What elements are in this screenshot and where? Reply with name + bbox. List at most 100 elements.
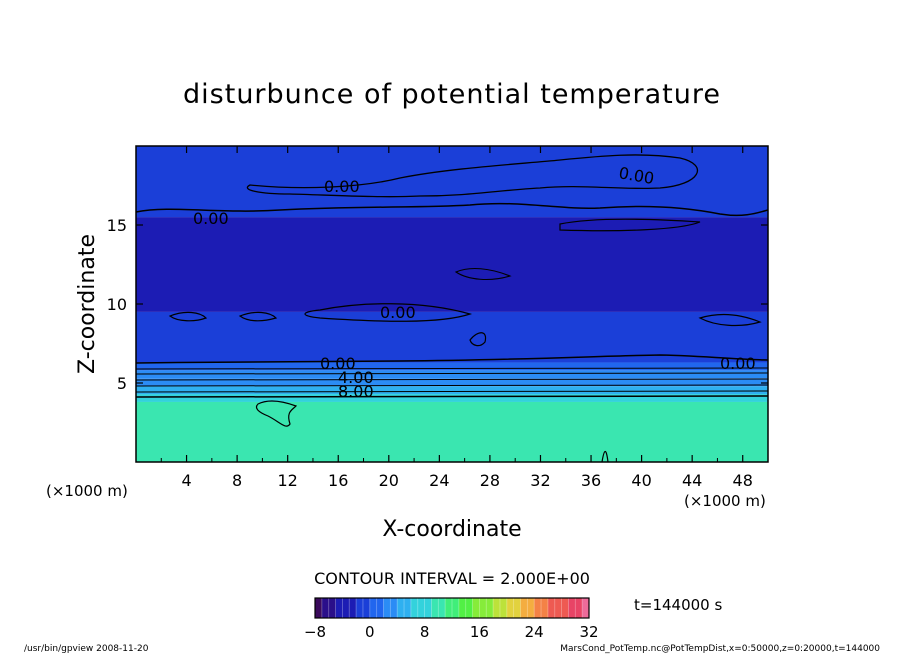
contour-label: 0.00: [193, 209, 229, 228]
colorbar-cell: [376, 598, 384, 618]
contour-line: [454, 267, 512, 281]
contour-line: [136, 202, 768, 217]
x-unit-left: (×1000 m): [46, 482, 128, 500]
x-tick-label: 48: [733, 471, 753, 490]
colorbar-cell: [465, 598, 474, 618]
colorbar-cell: [335, 598, 343, 618]
contour-label: 4.00: [338, 368, 374, 387]
contour-label: 0.00: [324, 177, 360, 196]
colorbar-cell: [417, 598, 426, 618]
colorbar-cell: [397, 598, 405, 618]
colorbar-cell: [349, 598, 357, 618]
contour-line: [246, 154, 699, 198]
colorbar-tick-label: 32: [579, 623, 598, 641]
colorbar-cell: [513, 598, 521, 618]
chart-title: disturbunce of potential temperature: [183, 79, 721, 110]
field-band: [136, 386, 768, 395]
x-tick-label: 4: [181, 471, 191, 490]
colorbar-cell: [493, 598, 501, 618]
colorbar-cell: [527, 598, 535, 618]
colorbar-cell: [506, 598, 515, 618]
contour-line: [136, 367, 768, 370]
colorbar-ticks: −8 0 8 16 24 32: [304, 623, 599, 641]
colorbar-cell: [445, 598, 453, 618]
colorbar-cell: [547, 598, 556, 618]
x-tick-label: 28: [480, 471, 500, 490]
colorbar-cell: [438, 598, 446, 618]
colorbar-cell: [561, 598, 569, 618]
contour-line: [559, 218, 701, 232]
footer-left: /usr/bin/gpview 2008-11-20: [24, 644, 149, 654]
colorbar-cell: [328, 598, 337, 618]
x-axis: 4 8 12 16 20 24 28 32 36 40 44 48: [160, 146, 753, 490]
colorbar-cell: [342, 598, 350, 618]
colorbar-cell: [390, 598, 398, 618]
contour-line: [136, 390, 768, 393]
colorbar-cell: [479, 598, 487, 618]
contour-label: 0.00: [380, 303, 416, 322]
contour-line: [136, 395, 768, 398]
colorbar-cell: [541, 598, 549, 618]
colorbar-cell: [472, 598, 480, 618]
x-axis-label: X-coordinate: [382, 517, 521, 542]
colorbar-cell: [369, 598, 378, 618]
x-tick-label: 8: [232, 471, 242, 490]
y-tick-label: 10: [107, 295, 127, 314]
colorbar-frame: [314, 597, 590, 619]
contour-label: 8.00: [338, 382, 374, 401]
contour-label: 0.00: [320, 354, 356, 373]
field-band: [136, 394, 768, 402]
x-tick-label: 16: [328, 471, 348, 490]
colorbar-cell: [554, 598, 563, 618]
y-axis: 5 10 15: [107, 216, 768, 393]
colorbar-tick-label: 0: [365, 623, 375, 641]
colorbar-cell: [458, 598, 467, 618]
contour-line: [698, 313, 762, 327]
colorbar-tick-label: −8: [304, 623, 326, 641]
colorbar-cell: [499, 598, 508, 618]
y-tick-label: 15: [107, 216, 127, 235]
y-tick-label: 5: [117, 374, 127, 393]
footer-right: MarsCond_PotTemp.nc@PotTempDist,x=0:5000…: [560, 644, 880, 654]
contour-line: [136, 354, 768, 364]
contour-line: [168, 311, 208, 322]
x-tick-label: 24: [429, 471, 449, 490]
colorbar-cell: [362, 598, 371, 618]
x-tick-label: 44: [682, 471, 702, 490]
contour-line: [238, 311, 278, 322]
colorbar-cell: [424, 598, 432, 618]
colorbar-cell: [486, 598, 494, 618]
contour-line: [136, 378, 768, 381]
colorbar-cell: [575, 598, 583, 618]
colorbar-tick-label: 24: [525, 623, 544, 641]
contour-label: 0.00: [720, 354, 756, 373]
colorbar-cell: [404, 598, 412, 618]
contour-line: [469, 332, 487, 347]
contour-line: [136, 384, 768, 387]
colorbar-cell: [452, 598, 460, 618]
y-axis-label: Z-coordinate: [75, 234, 100, 374]
field-band: [136, 370, 768, 379]
colorbar-cell: [534, 598, 542, 618]
x-tick-label: 20: [379, 471, 399, 490]
colorbar-cell: [568, 598, 576, 618]
x-tick-label: 36: [581, 471, 601, 490]
field-band: [136, 362, 768, 371]
contour-line: [136, 372, 768, 375]
colorbar-cell: [431, 598, 439, 618]
x-tick-label: 40: [631, 471, 651, 490]
colorbar-cell: [410, 598, 419, 618]
contour-line: [304, 303, 473, 322]
field-band: [136, 401, 768, 462]
time-label: t=144000 s: [634, 596, 722, 614]
plot-area: 0.00 0.00 0.00 0.00 0.00 0.00 4.00 8.00: [135, 145, 769, 463]
field-band: [136, 311, 768, 363]
colorbar-cell: [321, 598, 330, 618]
x-unit-right: (×1000 m): [684, 492, 766, 510]
field-band: [136, 378, 768, 387]
x-tick-label: 12: [278, 471, 298, 490]
colorbar: [314, 597, 590, 619]
colorbar-cell: [356, 598, 364, 618]
colorbar-cell: [315, 598, 323, 618]
x-tick-label: 32: [530, 471, 550, 490]
